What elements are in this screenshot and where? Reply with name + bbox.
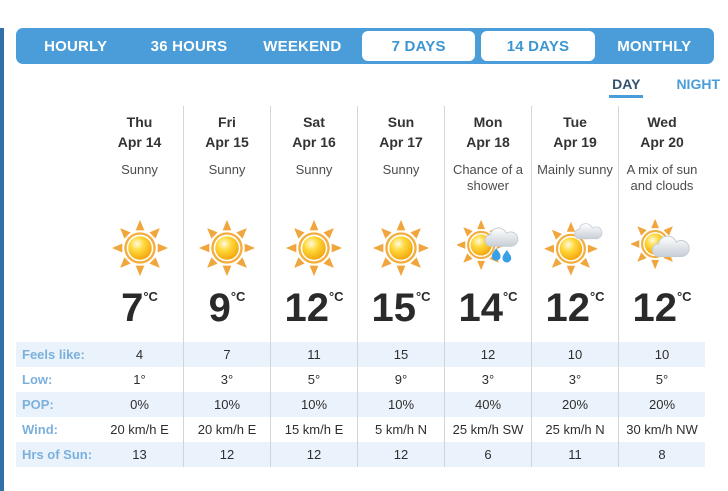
condition-text: Mainly sunny	[537, 162, 613, 177]
cell-value: 25 km/h N	[531, 417, 618, 442]
cell-value: 1°	[133, 372, 146, 387]
cell-value: 3°	[531, 367, 618, 392]
cell-value: 15 km/h E	[270, 417, 357, 442]
table-row-pop: POP: 0% 10% 10% 10% 40% 20% 20%	[16, 392, 705, 417]
cell-value: 12	[183, 442, 270, 467]
cell-value: 9°	[357, 367, 444, 392]
condition-text: Sunny	[121, 162, 158, 177]
cell-value: 10%	[270, 392, 357, 417]
cell-value: 5°	[270, 367, 357, 392]
day-header: Fri Apr 15	[205, 114, 249, 151]
sunny-icon	[358, 212, 444, 284]
high-temp: 15°C	[371, 286, 431, 330]
cell-value: 7	[183, 342, 270, 367]
cell-value: 8	[618, 442, 705, 467]
cell-value: 4	[135, 347, 144, 362]
nav-tab-36-hours[interactable]: 36 HOURS	[150, 37, 228, 55]
cell-value: 3°	[444, 367, 531, 392]
cell-value: 20 km/h E	[110, 422, 169, 437]
sunny-icon	[96, 212, 183, 284]
cell-value: 20 km/h E	[183, 417, 270, 442]
cell-value: 10	[531, 342, 618, 367]
table-row-low: Low: 1° 3° 5° 9° 3° 3° 5°	[16, 367, 705, 392]
row-label: Hrs of Sun:	[22, 447, 93, 462]
high-temp: 14°C	[458, 286, 518, 330]
day-header: Mon Apr 18	[466, 114, 510, 151]
cell-value: 15	[357, 342, 444, 367]
nav-tab-weekend[interactable]: WEEKEND	[263, 37, 342, 55]
day-header: Sat Apr 16	[292, 114, 336, 151]
cell-value: 40%	[444, 392, 531, 417]
spacer-cell	[16, 106, 96, 342]
day-column-sat[interactable]: Sat Apr 16 Sunny 12°C	[270, 106, 357, 342]
day-header: Wed Apr 20	[640, 114, 684, 151]
cell-value: 11	[270, 342, 357, 367]
cell-value: 12	[357, 442, 444, 467]
sun-rain-cloud-icon	[445, 212, 531, 284]
sunny-icon	[271, 212, 357, 284]
day-column-tue[interactable]: Tue Apr 19 Mainly sunny 12°C	[531, 106, 618, 342]
day-column-fri[interactable]: Fri Apr 15 Sunny 9°C	[183, 106, 270, 342]
day-column-thu[interactable]: Thu Apr 14 Sunny 7°C	[96, 106, 183, 342]
high-temp: 12°C	[545, 286, 605, 330]
toggle-night[interactable]: NIGHT	[676, 76, 720, 92]
day-header: Tue Apr 19	[553, 114, 597, 151]
day-column-wed[interactable]: Wed Apr 20 A mix of sun and clouds 12°C	[618, 106, 705, 342]
cell-value: 13	[132, 447, 147, 462]
day-header: Sun Apr 17	[379, 114, 423, 151]
row-label: POP:	[22, 397, 54, 412]
high-temp: 7°C	[121, 286, 158, 330]
condition-text: Sunny	[382, 162, 420, 177]
condition-text: Sunny	[295, 162, 333, 177]
details-table: Feels like: 4 7 11 15 12 10 10 Low: 1° 3…	[16, 342, 705, 467]
cell-value: 20%	[618, 392, 705, 417]
sun-cloud-icon	[532, 212, 618, 284]
row-label: Wind:	[22, 422, 58, 437]
left-border-strip	[0, 28, 4, 491]
sunny-icon	[184, 212, 270, 284]
cell-value: 12	[270, 442, 357, 467]
cell-value: 10%	[357, 392, 444, 417]
day-columns: Thu Apr 14 Sunny 7°C Fri Apr 15 Sunny 9°C …	[16, 106, 705, 342]
cell-value: 12	[444, 342, 531, 367]
day-column-mon[interactable]: Mon Apr 18 Chance of a shower 14°C	[444, 106, 531, 342]
nav-tab-hourly[interactable]: HOURLY	[44, 37, 108, 55]
row-label: Low:	[22, 372, 53, 387]
cell-value: 6	[444, 442, 531, 467]
seven-day-forecast: Thu Apr 14 Sunny 7°C Fri Apr 15 Sunny 9°C …	[16, 106, 705, 467]
cell-value: 3°	[183, 367, 270, 392]
cell-value: 25 km/h SW	[444, 417, 531, 442]
cell-value: 20%	[531, 392, 618, 417]
high-temp: 12°C	[632, 286, 692, 330]
cell-value: 10	[618, 342, 705, 367]
cell-value: 30 km/h NW	[618, 417, 705, 442]
condition-text: Sunny	[208, 162, 246, 177]
condition-text: A mix of sun and clouds	[626, 162, 698, 194]
sun-clouds-icon	[619, 212, 705, 284]
row-label: Feels like:	[22, 347, 85, 362]
table-row-feels-like: Feels like: 4 7 11 15 12 10 10	[16, 342, 705, 367]
nav-tab-14-days[interactable]: 14 DAYS	[481, 31, 595, 61]
cell-value: 5 km/h N	[357, 417, 444, 442]
cell-value: 5°	[618, 367, 705, 392]
nav-tab-7-days[interactable]: 7 DAYS	[361, 31, 476, 61]
nav-tab-monthly[interactable]: MONTHLY	[617, 37, 692, 55]
toggle-day[interactable]: DAY	[609, 76, 644, 98]
table-row-wind: Wind: 20 km/h E 20 km/h E 15 km/h E 5 km…	[16, 417, 705, 442]
day-night-toggle: DAY NIGHT	[16, 76, 723, 98]
cell-value: 11	[531, 442, 618, 467]
high-temp: 9°C	[208, 286, 246, 330]
day-column-sun[interactable]: Sun Apr 17 Sunny 15°C	[357, 106, 444, 342]
day-header: Thu Apr 14	[117, 114, 162, 151]
cell-value: 10%	[183, 392, 270, 417]
condition-text: Chance of a shower	[452, 162, 524, 194]
high-temp: 12°C	[284, 286, 344, 330]
cell-value: 0%	[130, 397, 149, 412]
forecast-nav-bar: HOURLY 36 HOURS WEEKEND 7 DAYS 14 DAYS M…	[16, 28, 714, 64]
table-row-hrs-of-sun: Hrs of Sun: 13 12 12 12 6 11 8	[16, 442, 705, 467]
